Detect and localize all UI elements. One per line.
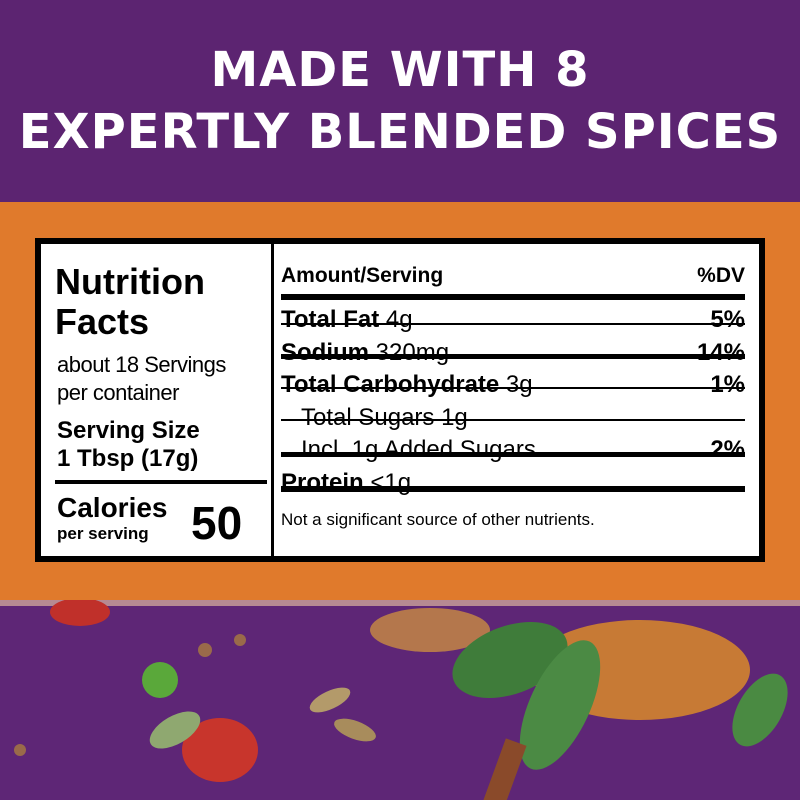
cumin xyxy=(309,687,351,713)
servings: per container xyxy=(57,380,179,405)
nutrient-amount: 4g xyxy=(385,306,413,333)
serving-size-label: Serving Size xyxy=(57,417,200,444)
cardamom xyxy=(149,711,201,749)
divider xyxy=(271,244,274,556)
nutrient-name: Total Carbohydrate xyxy=(281,371,500,398)
nutrient-dv: 1% xyxy=(710,371,745,398)
calories-sub: per serving xyxy=(57,524,149,543)
leaf xyxy=(452,622,568,698)
dv-header: %DV xyxy=(697,264,745,287)
leaf xyxy=(519,640,601,770)
footnote: Not a significant source of other nutrie… xyxy=(281,510,595,529)
cinnamon xyxy=(481,738,527,800)
top-banner: MADE WITH 8 EXPERTLY BLENDED SPICES xyxy=(0,0,800,202)
spice-powder xyxy=(370,608,490,652)
nutrient-dv: 5% xyxy=(710,306,745,333)
rule xyxy=(281,354,745,359)
headline: EXPERTLY BLENDED SPICES xyxy=(18,104,782,160)
rule xyxy=(281,294,745,300)
leaf xyxy=(732,673,788,747)
nutrient: Sodium 320mg xyxy=(281,339,449,367)
headline: MADE WITH 8 xyxy=(210,42,590,98)
amount-header: Amount/Serving xyxy=(281,264,444,287)
rule xyxy=(281,387,745,389)
seed xyxy=(14,744,26,756)
nutrient: Protein <1g xyxy=(281,469,411,497)
label-title: Nutrition Facts xyxy=(55,261,205,342)
serving-size: 1 Tbsp (17g) xyxy=(57,445,199,472)
chili-slice xyxy=(142,662,178,698)
seed xyxy=(198,643,212,657)
spice-photo xyxy=(0,600,800,800)
servings: about 18 Servings xyxy=(57,352,226,377)
nutrient-amount: 320mg xyxy=(375,339,450,366)
nutrient-sub: Total Sugars 1g xyxy=(301,404,468,431)
nutrient-dv: 14% xyxy=(696,339,745,366)
nutrient-amount: 3g xyxy=(505,371,533,398)
nutrient-name: Total Fat xyxy=(281,306,380,333)
nutrient-sub: Incl. 1g Added Sugars xyxy=(301,436,536,463)
rule xyxy=(55,480,267,484)
calories-value: 50 xyxy=(191,497,243,549)
calories-label: Calories xyxy=(57,492,168,523)
nutrient-name: Sodium xyxy=(281,339,369,366)
nutrition-label: Nutrition Facts about 18 Servings per co… xyxy=(35,238,765,562)
nutrient-dv: 2% xyxy=(710,436,745,463)
rule xyxy=(281,486,745,492)
nutrient: Total Fat 4g xyxy=(281,306,413,334)
chili xyxy=(50,600,110,626)
rule xyxy=(281,419,745,421)
rule xyxy=(281,452,745,457)
rule xyxy=(281,323,745,325)
nutrient: Total Carbohydrate 3g xyxy=(281,371,533,399)
cumin xyxy=(334,718,376,742)
seed xyxy=(234,634,246,646)
chili xyxy=(182,718,258,782)
edge xyxy=(0,600,800,606)
